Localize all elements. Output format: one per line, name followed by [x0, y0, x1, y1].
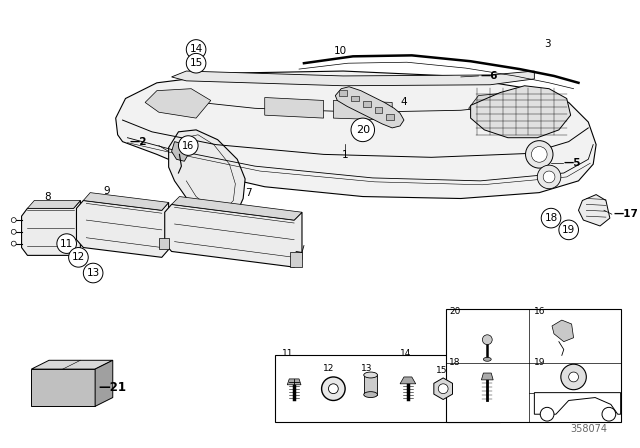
- Circle shape: [12, 241, 16, 246]
- Polygon shape: [434, 378, 452, 400]
- Polygon shape: [552, 320, 573, 342]
- Polygon shape: [76, 200, 169, 257]
- Text: —2: —2: [129, 137, 147, 146]
- Text: 18: 18: [449, 358, 461, 367]
- Text: —17: —17: [614, 209, 639, 219]
- Text: 15: 15: [189, 58, 203, 68]
- Circle shape: [525, 141, 553, 168]
- Text: 12: 12: [323, 364, 334, 373]
- Polygon shape: [116, 71, 596, 198]
- Text: —6: —6: [481, 71, 498, 81]
- Text: 19: 19: [534, 358, 546, 367]
- Polygon shape: [145, 89, 211, 118]
- Polygon shape: [400, 377, 416, 384]
- Text: 3: 3: [544, 39, 551, 48]
- Bar: [275, 355, 500, 422]
- Polygon shape: [579, 194, 610, 226]
- Text: 14: 14: [189, 44, 203, 55]
- Circle shape: [483, 335, 492, 345]
- Bar: [31, 369, 95, 406]
- Text: 4: 4: [400, 97, 406, 108]
- Circle shape: [438, 384, 448, 394]
- Circle shape: [321, 377, 345, 401]
- Polygon shape: [387, 114, 394, 120]
- Circle shape: [186, 53, 206, 73]
- Text: 13: 13: [86, 268, 100, 278]
- Text: 18: 18: [545, 213, 557, 223]
- Polygon shape: [468, 93, 529, 122]
- Circle shape: [12, 218, 16, 223]
- Polygon shape: [172, 197, 302, 220]
- Text: 19: 19: [562, 225, 575, 235]
- Circle shape: [543, 171, 555, 183]
- Text: 13: 13: [361, 364, 372, 373]
- Polygon shape: [374, 108, 382, 113]
- Polygon shape: [534, 392, 621, 414]
- Circle shape: [602, 407, 616, 421]
- Text: 16: 16: [182, 141, 195, 151]
- Polygon shape: [265, 98, 324, 118]
- Circle shape: [351, 118, 374, 142]
- Polygon shape: [172, 71, 534, 86]
- Text: —21: —21: [98, 381, 126, 394]
- Polygon shape: [159, 238, 169, 250]
- Polygon shape: [83, 193, 169, 210]
- Circle shape: [541, 208, 561, 228]
- Polygon shape: [31, 360, 113, 369]
- Polygon shape: [470, 86, 571, 138]
- Polygon shape: [481, 373, 493, 380]
- Bar: [446, 309, 621, 422]
- Circle shape: [538, 165, 561, 189]
- Text: 8: 8: [44, 192, 51, 202]
- Circle shape: [57, 234, 76, 254]
- Text: 14: 14: [400, 349, 412, 358]
- Text: 20: 20: [449, 307, 460, 316]
- Circle shape: [68, 248, 88, 267]
- Circle shape: [12, 229, 16, 234]
- Circle shape: [540, 407, 554, 421]
- Circle shape: [179, 136, 198, 155]
- Circle shape: [561, 364, 586, 390]
- Ellipse shape: [364, 392, 378, 397]
- Polygon shape: [28, 200, 81, 208]
- Circle shape: [328, 384, 339, 394]
- Text: 20: 20: [356, 125, 370, 135]
- Circle shape: [559, 220, 579, 240]
- Text: 9: 9: [103, 185, 109, 196]
- Polygon shape: [335, 87, 404, 128]
- Polygon shape: [333, 100, 392, 120]
- Polygon shape: [339, 90, 347, 95]
- Ellipse shape: [364, 372, 378, 378]
- Text: 10: 10: [333, 47, 346, 56]
- Circle shape: [83, 263, 103, 283]
- Text: 11: 11: [282, 349, 293, 358]
- Polygon shape: [290, 252, 302, 267]
- Text: —5: —5: [564, 158, 581, 168]
- Polygon shape: [363, 101, 371, 108]
- Polygon shape: [22, 200, 81, 255]
- Polygon shape: [364, 375, 378, 395]
- Text: 15: 15: [436, 366, 448, 375]
- Text: 1: 1: [342, 151, 348, 160]
- Text: 16: 16: [534, 307, 546, 316]
- Polygon shape: [164, 204, 302, 267]
- Circle shape: [531, 146, 547, 162]
- Polygon shape: [172, 142, 188, 161]
- Text: 358074: 358074: [571, 424, 607, 434]
- Text: 12: 12: [72, 252, 85, 263]
- Polygon shape: [95, 360, 113, 406]
- Circle shape: [569, 372, 579, 382]
- Text: 7: 7: [245, 188, 252, 198]
- Circle shape: [186, 40, 206, 59]
- Polygon shape: [287, 379, 301, 385]
- Polygon shape: [169, 130, 245, 220]
- Polygon shape: [351, 95, 359, 101]
- Text: 11: 11: [60, 239, 74, 249]
- Ellipse shape: [483, 358, 492, 361]
